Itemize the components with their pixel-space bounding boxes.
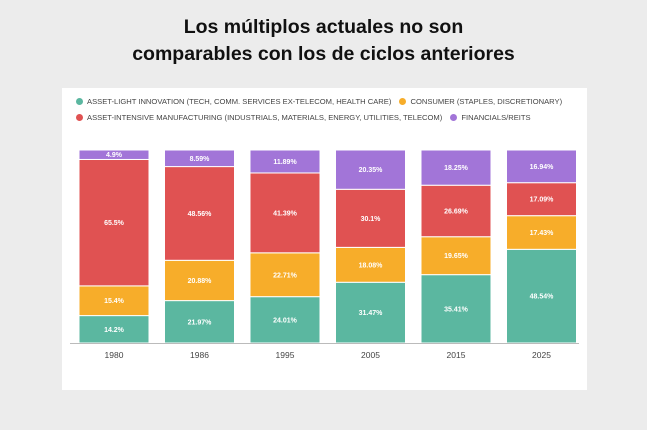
- data-label-2025-series-1: 17.43%: [530, 230, 555, 237]
- x-tick-label-2005: 2005: [361, 350, 380, 360]
- legend-swatch-asset-intensive: [76, 114, 83, 121]
- bar-segment-2005-series-2: [335, 188, 406, 248]
- data-label-1980-series-3: 4.9%: [106, 152, 123, 159]
- bar-segment-1980-series-1: [78, 285, 150, 317]
- bar-segment-2015-series-3: [420, 149, 492, 186]
- legend-label-asset-light: ASSET-LIGHT INNOVATION (TECH, COMM. SERV…: [87, 97, 392, 106]
- legend-item-asset-light: ASSET-LIGHT INNOVATION (TECH, COMM. SERV…: [76, 94, 391, 109]
- legend-item-financials: FINANCIALS/REITS: [450, 110, 531, 125]
- data-label-2005-series-1: 18.08%: [359, 262, 384, 269]
- bar-segment-2015-series-0: [420, 274, 492, 344]
- bar-segment-1986-series-3: [164, 149, 235, 168]
- data-label-1980-series-0: 14.2%: [104, 327, 125, 334]
- bar-segment-1995-series-1: [249, 252, 321, 298]
- bar-segment-1995-series-0: [249, 296, 321, 344]
- bar-segment-2005-series-3: [335, 149, 406, 190]
- data-label-2025-series-0: 48.54%: [530, 294, 555, 301]
- data-label-2015-series-0: 35.41%: [444, 306, 469, 313]
- chart-title-line-1: Los múltiplos actuales no son: [183, 16, 464, 38]
- data-label-1995-series-1: 22.71%: [273, 272, 298, 279]
- legend-item-consumer: CONSUMER (STAPLES, DISCRETIONARY): [399, 94, 562, 109]
- legend-item-asset-intensive: ASSET-INTENSIVE MANUFACTURING (INDUSTRIA…: [76, 110, 442, 125]
- chart-title-line-2: comparables con los de ciclos anteriores: [132, 43, 515, 65]
- bar-segment-2025-series-2: [506, 182, 577, 217]
- legend-label-consumer: CONSUMER (STAPLES, DISCRETIONARY): [410, 97, 563, 106]
- x-tick-label-1980: 1980: [105, 350, 124, 360]
- legend-label-financials: FINANCIALS/REITS: [461, 113, 531, 122]
- x-tick-label-2025: 2025: [532, 350, 551, 360]
- data-label-1995-series-3: 11.89%: [273, 159, 297, 166]
- data-label-1986-series-0: 21.97%: [188, 319, 213, 326]
- bar-segment-1986-series-1: [164, 259, 235, 302]
- bar-segment-2025-series-3: [506, 149, 577, 184]
- bar-segment-2025-series-0: [506, 248, 577, 344]
- x-tick-label-1995: 1995: [276, 350, 295, 360]
- data-label-1986-series-3: 8.59%: [190, 156, 211, 163]
- data-label-2025-series-2: 17.09%: [530, 197, 555, 204]
- data-label-1995-series-2: 41.39%: [273, 210, 298, 217]
- legend-swatch-asset-light: [76, 98, 83, 105]
- data-label-2005-series-2: 30.1%: [361, 216, 382, 223]
- bar-segment-1980-series-3: [78, 149, 150, 160]
- bar-segment-2005-series-0: [335, 281, 406, 344]
- x-tick-label-2015: 2015: [447, 350, 466, 360]
- chart-panel: ASSET-LIGHT INNOVATION (TECH, COMM. SERV…: [62, 88, 587, 390]
- x-tick-label-1986: 1986: [190, 350, 209, 360]
- legend-swatch-financials: [450, 114, 458, 121]
- chart-title: Los múltiplos actuales no son comparable…: [0, 14, 647, 68]
- bar-segment-1995-series-3: [249, 149, 321, 174]
- stacked-bar-chart: 14.2% 15.4% 65.5% 4.9% 1980 21.97% 20.88% 48.56…: [70, 149, 579, 360]
- bar-segment-2025-series-1: [506, 215, 577, 250]
- data-label-1980-series-2: 65.5%: [104, 220, 125, 227]
- bar-segment-1980-series-0: [78, 315, 150, 344]
- data-label-2015-series-1: 19.65%: [444, 253, 469, 260]
- data-label-2015-series-2: 26.69%: [444, 208, 469, 215]
- data-label-1995-series-0: 24.01%: [273, 317, 298, 324]
- chart-legend: ASSET-LIGHT INNOVATION (TECH, COMM. SERV…: [76, 94, 581, 126]
- legend-swatch-consumer: [399, 98, 407, 105]
- bar-segment-2015-series-2: [420, 184, 492, 238]
- bar-segment-1986-series-2: [164, 166, 235, 261]
- bar-segment-2015-series-1: [420, 236, 492, 276]
- data-label-1986-series-1: 20.88%: [188, 278, 213, 285]
- data-label-2025-series-3: 16.94%: [530, 164, 555, 171]
- bar-segment-1980-series-2: [78, 158, 150, 287]
- data-label-1980-series-1: 15.4%: [104, 298, 125, 305]
- legend-label-asset-intensive: ASSET-INTENSIVE MANUFACTURING (INDUSTRIA…: [87, 113, 443, 122]
- data-label-2005-series-3: 20.35%: [359, 167, 384, 174]
- data-label-2005-series-0: 31.47%: [359, 310, 384, 317]
- data-label-1986-series-2: 48.56%: [188, 211, 213, 218]
- data-label-2015-series-3: 18.25%: [444, 165, 469, 172]
